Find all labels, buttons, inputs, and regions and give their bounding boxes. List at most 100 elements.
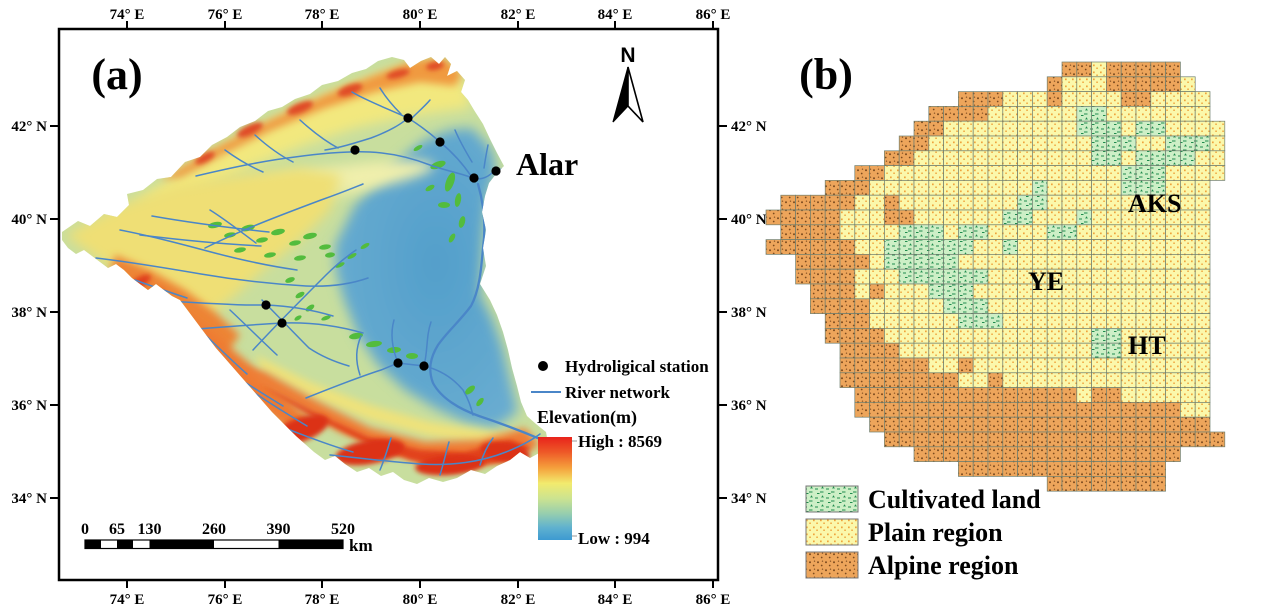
grid-cell-cultivated: [1135, 165, 1152, 181]
grid-cell-plain: [1032, 224, 1048, 240]
vegetation-patch: [425, 184, 435, 192]
grid-cell-plain: [1061, 283, 1078, 300]
grid-cell-alpine: [1002, 461, 1018, 477]
grid-cell-plain: [1180, 180, 1196, 196]
grid-cell-alpine: [943, 416, 959, 433]
grid-cell-alpine: [1150, 461, 1166, 477]
vegetation-patch: [321, 315, 331, 321]
grid-cell-plain: [1061, 150, 1078, 166]
grid-cell-cultivated: [1076, 209, 1092, 226]
grid-cell-plain: [928, 357, 944, 374]
grid-cell-alpine: [854, 180, 870, 196]
grid-cell-alpine: [958, 91, 974, 107]
tick-label-bottom: 80° E: [403, 592, 438, 608]
grid-cell-plain: [1032, 372, 1048, 388]
vegetation-patch: [438, 202, 450, 208]
river: [204, 183, 364, 249]
grid-cell-alpine: [1135, 91, 1152, 107]
grid-cell-plain: [1165, 372, 1181, 388]
grid-cell-cultivated: [1106, 150, 1122, 166]
grid-cell-plain: [1194, 120, 1211, 137]
scale-num: 390: [267, 521, 291, 538]
grid-cell-plain: [1135, 387, 1152, 403]
grid-cell-alpine: [1061, 416, 1078, 433]
grid-cell-plain: [1180, 76, 1196, 92]
grid-cell-plain: [1150, 239, 1166, 255]
grid-cell-cultivated: [1076, 106, 1092, 122]
grid-cell-plain: [1032, 91, 1048, 107]
grid-cell-alpine: [824, 298, 841, 314]
grid-cell-alpine: [972, 461, 989, 477]
grid-cell-alpine: [1017, 402, 1033, 418]
tick-label-right: 38° N: [731, 305, 767, 321]
grid-cell-alpine: [972, 416, 989, 433]
river: [254, 134, 294, 163]
grid-cell-plain: [1002, 268, 1018, 285]
grid-cell-plain: [987, 209, 1004, 226]
grid-cell-alpine: [765, 209, 782, 226]
grid-cell-alpine: [913, 135, 930, 152]
grid-cell-alpine: [1106, 476, 1122, 492]
grid-cell-plain: [958, 328, 974, 344]
grid-cell-alpine: [972, 91, 989, 107]
scale-seg: [133, 540, 150, 549]
grid-cell-plain: [928, 150, 944, 166]
grid-cell-alpine: [1150, 76, 1166, 92]
grid-cell-alpine: [839, 239, 856, 255]
tick-label-top: 80° E: [403, 7, 438, 23]
grid-cell-plain: [972, 342, 989, 359]
graticule-ticks: 74° E 76° E 78° E 80° E 82° E 84° E 86° E 74° E…: [11, 7, 766, 608]
vegetation-patch: [406, 353, 418, 359]
grid-cell-alpine: [839, 298, 856, 314]
grid-cell-plain: [972, 120, 989, 137]
tick-label-left: 36° N: [11, 398, 47, 414]
grid-cell-plain: [928, 194, 944, 211]
grid-cell-plain: [1120, 357, 1137, 374]
tick-label-left: 34° N: [11, 491, 47, 507]
grid-cell-plain: [1091, 254, 1107, 270]
grid-cell-plain: [1165, 239, 1181, 255]
grid-cell-alpine: [1150, 476, 1166, 492]
scale-num: 130: [138, 521, 162, 538]
grid-cell-plain: [972, 209, 989, 226]
grid-cell-plain: [1135, 135, 1152, 152]
grid-cell-plain: [1017, 328, 1033, 344]
grid-cell-alpine: [1135, 431, 1152, 448]
grid-cell-plain: [1076, 239, 1092, 255]
scale-seg: [101, 540, 117, 549]
south-mountains: [230, 365, 540, 468]
tick-label-bottom: 76° E: [208, 592, 243, 608]
grid-cell-alpine: [795, 194, 811, 211]
grid-cell-cultivated: [972, 224, 989, 240]
river: [229, 309, 278, 356]
grid-cell-plain: [1106, 180, 1122, 196]
grid-cell-alpine: [854, 357, 870, 374]
grid-cell-plain: [1032, 150, 1048, 166]
grid-cell-plain: [943, 209, 959, 226]
grid-cell-cultivated: [1061, 224, 1078, 240]
grid-cell-alpine: [1120, 446, 1137, 462]
vegetation-patch: [465, 385, 475, 395]
grid-cell-alpine: [810, 239, 826, 255]
grid-cell-alpine: [958, 402, 974, 418]
grid-cell-plain: [1002, 91, 1018, 107]
legend-panel-b: Cultivated land Plain region Alpine regi…: [805, 485, 1041, 580]
grid-cell-plain: [1002, 224, 1018, 240]
grid-cell-alpine: [898, 209, 915, 226]
grid-cell-alpine: [1106, 416, 1122, 433]
grid-cell-plain: [1106, 372, 1122, 388]
grid-cell-plain: [1135, 106, 1152, 122]
grid-cell-plain: [854, 224, 870, 240]
grid-cell-alpine: [898, 135, 915, 152]
grid-cell-alpine: [972, 431, 989, 448]
grid-cell-alpine: [795, 239, 811, 255]
grid-cell-plain: [1180, 194, 1196, 211]
grid-cell-plain: [972, 254, 989, 270]
vegetation-patch: [413, 144, 423, 152]
grid-cell-alpine: [1091, 387, 1107, 403]
grid-cell-alpine: [824, 328, 841, 344]
grid-cell-plain: [1032, 209, 1048, 226]
grid-cell-alpine: [987, 387, 1004, 403]
grid-cell-plain: [1194, 180, 1211, 196]
panel-b-label: (b): [799, 50, 853, 99]
